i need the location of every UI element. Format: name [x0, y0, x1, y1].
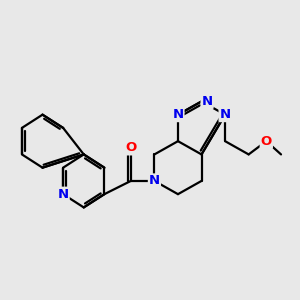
Text: O: O: [261, 135, 272, 148]
Text: N: N: [58, 188, 69, 201]
Text: N: N: [202, 95, 213, 108]
Text: N: N: [220, 108, 231, 121]
Text: O: O: [125, 141, 136, 154]
Text: N: N: [172, 108, 184, 121]
Text: N: N: [149, 174, 160, 188]
